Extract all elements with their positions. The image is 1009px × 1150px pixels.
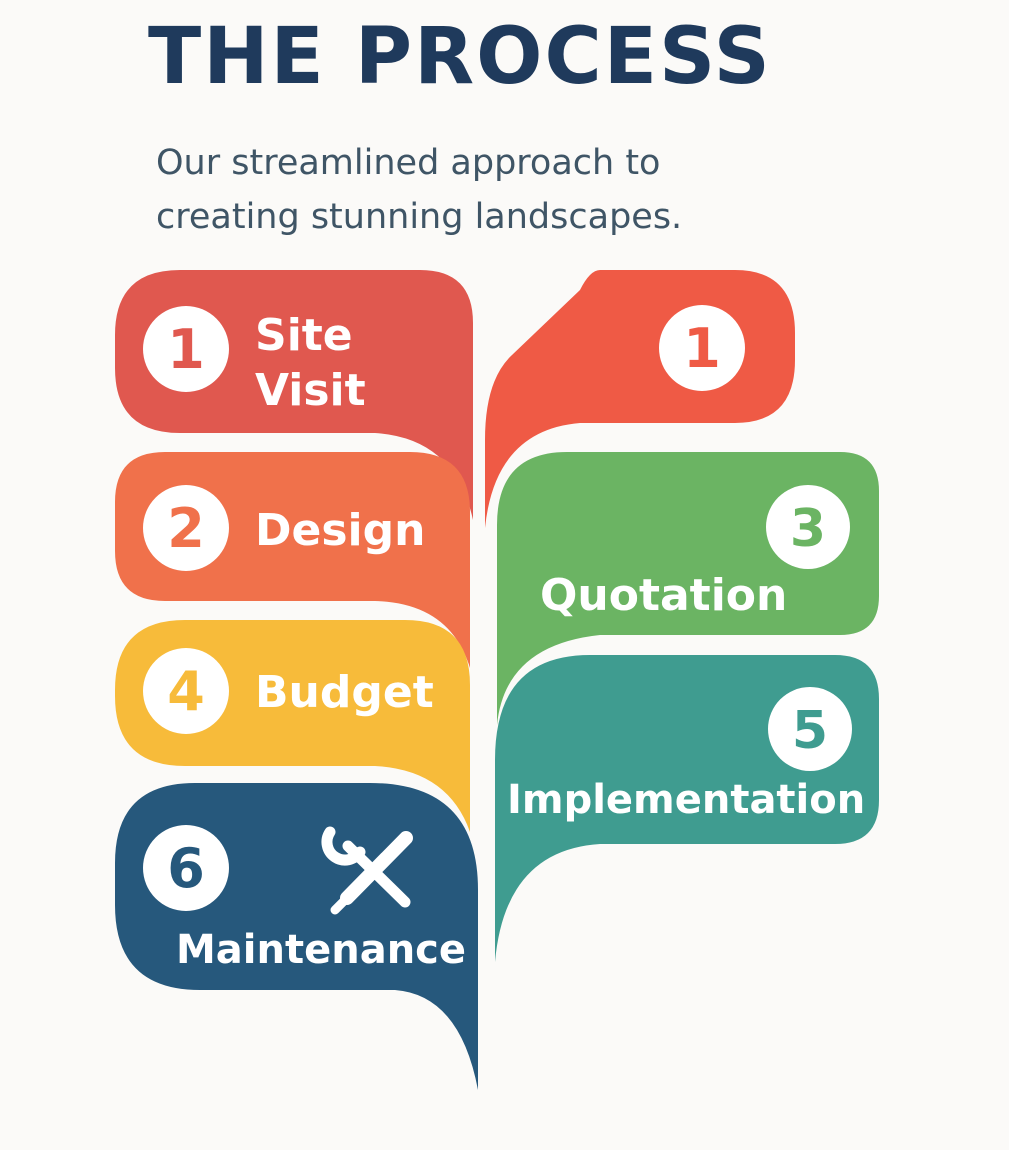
- step-implementation-label: Implementation: [507, 777, 865, 823]
- step-budget-label: Budget: [255, 667, 434, 718]
- step-site-visit-number: 1: [167, 318, 205, 381]
- step-implementation-badge: [768, 687, 852, 771]
- step-quotation-badge: [766, 485, 850, 569]
- step-design-label: Design: [255, 505, 425, 556]
- wrench-screwdriver-icon: [321, 826, 413, 915]
- step-site-visit-label-1: Site: [255, 310, 353, 361]
- step-quotation: 3 Quotation: [497, 452, 879, 725]
- step-unlabeled-badge: [659, 305, 745, 391]
- step-design-badge: [143, 485, 229, 571]
- step-site-visit-badge: [143, 306, 229, 392]
- subtitle-line-2: creating stunning landscapes.: [156, 197, 683, 237]
- step-maintenance: 6 Maintenance: [115, 783, 478, 1090]
- step-unlabeled: 1: [485, 270, 795, 528]
- subtitle-line-1: Our streamlined approach to: [156, 143, 661, 183]
- step-maintenance-number: 6: [167, 837, 205, 900]
- step-quotation-label: Quotation: [540, 570, 787, 621]
- step-quotation-number: 3: [790, 499, 826, 559]
- step-site-visit: 1 Site Visit: [115, 270, 473, 520]
- page-subtitle: Our streamlined approach to creating stu…: [156, 136, 776, 244]
- step-implementation: 5 Implementation: [495, 655, 879, 962]
- step-maintenance-label: Maintenance: [176, 927, 466, 973]
- step-budget-number: 4: [167, 660, 205, 723]
- step-budget: 4 Budget: [115, 620, 470, 832]
- step-maintenance-badge: [143, 825, 229, 911]
- step-design-number: 2: [167, 497, 205, 560]
- step-budget-badge: [143, 648, 229, 734]
- step-unlabeled-number: 1: [683, 317, 721, 380]
- step-site-visit-label-2: Visit: [255, 365, 366, 416]
- step-implementation-number: 5: [792, 701, 828, 761]
- page-title: THE PROCESS: [148, 12, 772, 102]
- step-design: 2 Design: [115, 452, 470, 668]
